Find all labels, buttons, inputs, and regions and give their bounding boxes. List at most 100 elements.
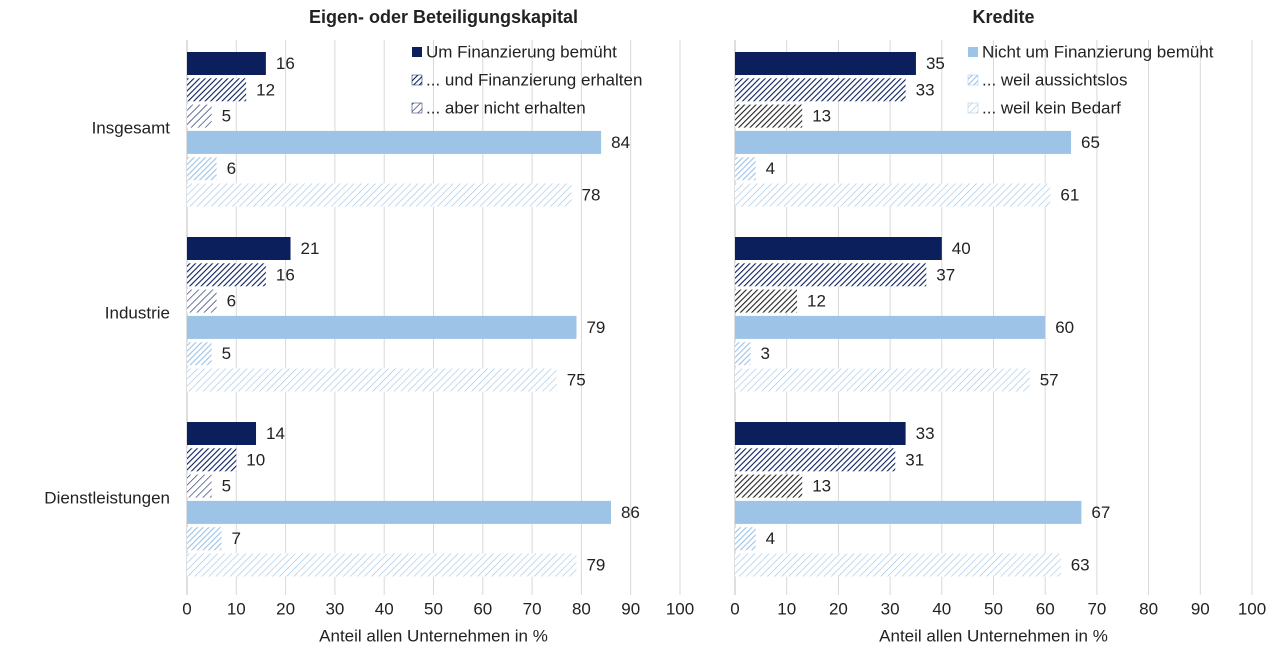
- x-tick-label: 90: [621, 599, 640, 618]
- bar: [187, 553, 577, 577]
- x-tick-label: 60: [1036, 599, 1055, 618]
- bar: [735, 289, 798, 313]
- data-label: 5: [222, 107, 231, 126]
- legend-marker: [411, 102, 423, 114]
- data-label: 63: [1071, 555, 1090, 574]
- bar: [187, 342, 212, 366]
- x-tick-label: 70: [523, 599, 542, 618]
- legend-marker: [411, 74, 423, 86]
- legend-label: ... weil aussichtslos: [982, 70, 1128, 89]
- x-tick-label: 80: [1139, 599, 1158, 618]
- data-label: 5: [222, 344, 231, 363]
- bar: [735, 78, 906, 102]
- x-tick-label: 90: [1191, 599, 1210, 618]
- legend-marker: [412, 47, 422, 57]
- data-label: 10: [246, 450, 265, 469]
- bar: [187, 289, 217, 313]
- x-tick-label: 10: [777, 599, 796, 618]
- bar: [187, 315, 577, 339]
- x-tick-label: 50: [424, 599, 443, 618]
- bar: [187, 448, 237, 472]
- bar: [735, 315, 1046, 339]
- bar: [187, 183, 572, 207]
- data-label: 79: [586, 318, 605, 337]
- legend-label: Nicht um Finanzierung bemüht: [982, 42, 1214, 61]
- bar: [187, 157, 217, 181]
- bar: [735, 52, 916, 75]
- bar: [735, 448, 896, 472]
- x-tick-label: 10: [227, 599, 246, 618]
- x-tick-label: 50: [984, 599, 1003, 618]
- bar: [735, 237, 942, 260]
- legend-label: ... weil kein Bedarf: [982, 98, 1121, 117]
- bar: [187, 422, 257, 445]
- data-label: 16: [276, 54, 295, 73]
- y-tick-label: Industrie: [105, 303, 170, 322]
- data-label: 65: [1081, 133, 1100, 152]
- bar: [187, 78, 247, 102]
- data-label: 84: [611, 133, 630, 152]
- data-label: 61: [1060, 185, 1079, 204]
- bar: [735, 500, 1082, 524]
- data-label: 33: [916, 80, 935, 99]
- legend-label: Um Finanzierung bemüht: [426, 42, 617, 61]
- data-label: 67: [1091, 503, 1110, 522]
- data-label: 21: [301, 239, 320, 258]
- x-tick-label: 30: [881, 599, 900, 618]
- data-label: 6: [227, 292, 236, 311]
- y-tick-label: Insgesamt: [92, 118, 171, 137]
- data-label: 16: [276, 265, 295, 284]
- data-label: 79: [586, 555, 605, 574]
- legend-label: ... und Finanzierung erhalten: [426, 70, 642, 89]
- bar: [735, 157, 756, 181]
- bar: [735, 130, 1072, 154]
- data-label: 31: [905, 450, 924, 469]
- data-label: 40: [952, 239, 971, 258]
- chart-title: Eigen- oder Beteiligungskapital: [309, 7, 578, 27]
- bar: [735, 422, 906, 445]
- x-tick-label: 100: [1238, 599, 1266, 618]
- x-tick-label: 20: [276, 599, 295, 618]
- bar: [187, 104, 212, 128]
- y-tick-label: Dienstleistungen: [44, 488, 170, 507]
- data-label: 3: [761, 344, 770, 363]
- x-tick-label: 0: [730, 599, 739, 618]
- data-label: 75: [567, 370, 586, 389]
- data-label: 35: [926, 54, 945, 73]
- bar: [187, 527, 222, 551]
- legend-marker: [967, 74, 979, 86]
- chart-title: Kredite: [972, 7, 1034, 27]
- legend-marker: [968, 47, 978, 57]
- bar: [735, 104, 803, 128]
- data-label: 4: [766, 159, 775, 178]
- bar: [187, 130, 602, 154]
- x-tick-label: 70: [1087, 599, 1106, 618]
- bar: [187, 368, 557, 392]
- data-label: 4: [766, 529, 775, 548]
- bar: [735, 553, 1061, 577]
- data-label: 13: [812, 477, 831, 496]
- data-label: 86: [621, 503, 640, 522]
- x-tick-label: 40: [375, 599, 394, 618]
- bar: [187, 237, 291, 260]
- data-label: 14: [266, 424, 285, 443]
- legend-marker: [967, 102, 979, 114]
- data-label: 12: [807, 292, 826, 311]
- data-label: 37: [936, 265, 955, 284]
- data-label: 13: [812, 107, 831, 126]
- bar: [187, 52, 266, 75]
- x-tick-label: 100: [666, 599, 694, 618]
- x-tick-label: 80: [572, 599, 591, 618]
- x-tick-label: 20: [829, 599, 848, 618]
- x-tick-label: 30: [325, 599, 344, 618]
- bar: [187, 263, 266, 287]
- x-tick-label: 0: [182, 599, 191, 618]
- data-label: 5: [222, 477, 231, 496]
- bar: [735, 183, 1051, 207]
- data-label: 6: [227, 159, 236, 178]
- bar: [187, 474, 212, 498]
- bar: [735, 368, 1030, 392]
- bar: [735, 474, 803, 498]
- bar: [735, 263, 927, 287]
